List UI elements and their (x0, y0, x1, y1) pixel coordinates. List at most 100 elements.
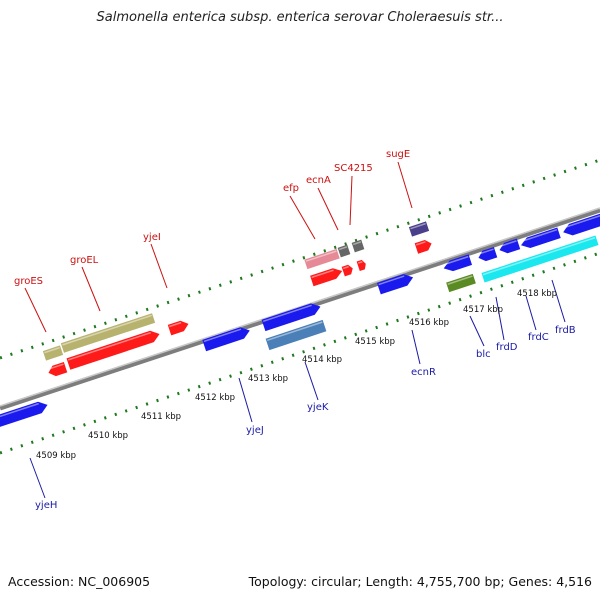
leader-groEL (81, 266, 101, 312)
kbp-label-4517: 4517 kbp (463, 305, 503, 315)
gene-block-groES-shape (48, 361, 68, 377)
kbp-label-4513: 4513 kbp (248, 374, 288, 384)
gene-block-frd-rna[interactable] (481, 235, 599, 283)
gene-block-efp-highlight (311, 269, 334, 279)
gene-block-ecnA-a-highlight (339, 246, 348, 251)
gene-block-yjeK-b-highlight (266, 321, 323, 342)
leader-frdD (495, 296, 505, 341)
gene-block-frdB-shape (521, 227, 561, 248)
leader-ecnA (317, 187, 339, 231)
gene-block-frdC-highlight (499, 240, 517, 248)
gene-block-ecnA-b-shape (341, 264, 353, 277)
gene-label-ecnR: ecnR (411, 367, 436, 378)
kbp-label-4509: 4509 kbp (36, 451, 76, 461)
backbone-highlight (0, 207, 600, 407)
gene-block-yjeI[interactable] (167, 319, 190, 336)
gene-block-frdA[interactable] (561, 212, 600, 238)
gene-block-frd-rna-shape (481, 235, 599, 283)
gene-block-sugE-rna-highlight (410, 222, 426, 230)
gene-label-blc: blc (476, 349, 491, 360)
gene-block-blc-shape (443, 254, 473, 272)
gene-block-yjeH[interactable] (0, 399, 49, 429)
gene-block-efp[interactable] (310, 266, 344, 287)
gene-block-sugE-rna-shape (408, 221, 430, 237)
gene-block-groES[interactable] (47, 361, 68, 378)
gene-block-groEL-rna-highlight (62, 314, 152, 346)
gene-block-frdA-highlight (562, 213, 600, 229)
gene-block-SC4215-a[interactable] (351, 239, 365, 253)
gene-block-sugE-shape (414, 239, 432, 254)
gene-label-yjeH: yjeH (35, 500, 57, 511)
leader-efp (289, 195, 316, 240)
gene-block-groEL-highlight (67, 331, 151, 361)
gene-block-blc-rna-highlight (447, 275, 473, 285)
gene-block-groEL-rna[interactable] (60, 313, 156, 353)
kbp-label-4511: 4511 kbp (141, 412, 181, 422)
kbp-label-4516: 4516 kbp (409, 318, 449, 328)
gene-block-yjeK-a-highlight (262, 304, 312, 323)
gene-label-yjeI: yjeI (143, 232, 161, 243)
gene-block-efp-rna-highlight (305, 250, 337, 262)
gene-block-efp-shape (310, 268, 343, 287)
gene-block-blc-rna[interactable] (446, 273, 476, 293)
gene-block-yjeI-shape (167, 320, 189, 336)
gene-block-SC4215-b-shape (356, 259, 366, 272)
gene-block-frdD[interactable] (477, 246, 498, 263)
gene-block-blc-rna-shape (446, 273, 476, 293)
gene-block-groES-rna-highlight (44, 346, 60, 354)
kbp-tick-labels: 4509 kbp 4510 kbp 4511 kbp 4512 kbp 4513… (36, 289, 557, 461)
gene-block-yjeK-b[interactable] (265, 319, 327, 351)
gene-label-SC4215: SC4215 (334, 163, 373, 174)
gene-block-frdC-shape (499, 238, 521, 254)
gene-block-ecnA-b-highlight (343, 265, 349, 270)
kbp-label-4518: 4518 kbp (517, 289, 557, 299)
gene-label-frdC: frdC (528, 332, 549, 343)
gene-block-frdB[interactable] (519, 227, 561, 251)
gene-block-groES-rna[interactable] (42, 345, 64, 361)
leader-yjeJ (238, 377, 253, 423)
gene-block-blc-highlight (443, 255, 469, 266)
gene-block-ecnA-a[interactable] (337, 244, 351, 258)
gene-block-yjeJ[interactable] (202, 325, 251, 352)
gene-block-ecnR-shape (377, 274, 414, 295)
leader-frdC (525, 295, 537, 331)
leader-yjeK (304, 361, 319, 401)
gene-block-sugE[interactable] (414, 238, 434, 254)
leader-SC4215 (349, 175, 353, 226)
leader-yjeH (29, 457, 46, 499)
gene-block-efp-rna[interactable] (304, 248, 340, 270)
gene-block-SC4215-a-shape (351, 239, 365, 253)
gene-block-yjeI-highlight (169, 321, 182, 328)
leader-frdB (551, 279, 566, 323)
gene-block-blc[interactable] (442, 254, 473, 273)
gene-block-SC4215-b[interactable] (356, 259, 368, 272)
gene-label-yjeK: yjeK (307, 402, 329, 413)
gene-label-sugE: sugE (386, 149, 410, 160)
leader-ecnR (411, 329, 421, 365)
gene-block-sugE-rna[interactable] (408, 221, 430, 237)
gene-block-yjeK-b-shape (265, 319, 327, 351)
gene-block-yjeK-a[interactable] (261, 301, 323, 332)
kbp-label-4510: 4510 kbp (88, 431, 128, 441)
kbp-label-4512: 4512 kbp (195, 393, 235, 403)
gene-block-groEL-shape (66, 330, 160, 370)
gene-block-ecnA-b[interactable] (341, 264, 355, 277)
gene-block-frd-rna-highlight (482, 236, 596, 276)
gene-label-groEL: groEL (70, 255, 99, 266)
gene-block-sugE-highlight (416, 241, 426, 246)
kbp-label-4515: 4515 kbp (355, 337, 395, 347)
gene-block-groES-rna-shape (42, 345, 64, 361)
gene-block-groEL[interactable] (66, 328, 162, 370)
kbp-label-4514: 4514 kbp (302, 355, 342, 365)
gene-block-frdB-highlight (520, 229, 558, 243)
accession-text: Accession: NC_006905 (8, 574, 151, 589)
gene-block-ecnR[interactable] (377, 272, 415, 295)
gene-block-frdC[interactable] (498, 238, 521, 256)
reverse-gene-labels: yjeH yjeJ yjeK ecnR blc frdD frdC frdB (35, 325, 576, 511)
leader-groES (24, 287, 47, 333)
leader-sugE (397, 161, 413, 209)
gene-label-groES: groES (14, 276, 43, 287)
gene-block-ecnR-highlight (378, 275, 405, 286)
gene-block-frdD-highlight (478, 248, 494, 255)
